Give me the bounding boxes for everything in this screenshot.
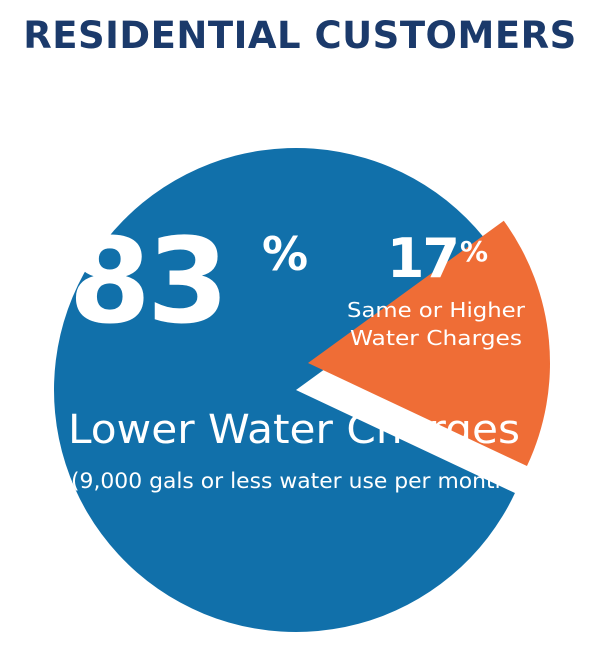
slice-higher-percent: 17 xyxy=(387,227,458,290)
slice-lower-note: (9,000 gals or less water use per month) xyxy=(71,469,517,493)
slice-lower-percent: 83 xyxy=(69,212,225,350)
slice-higher-percent-sign: % xyxy=(460,235,488,268)
slice-lower-label: Lower Water Charges xyxy=(68,407,520,453)
slice-higher-label-line1: Same or Higher xyxy=(347,298,526,322)
pie-slice-higher xyxy=(308,220,550,467)
slice-higher-label-line2: Water Charges xyxy=(350,326,522,350)
slice-lower-percent-sign: % xyxy=(262,227,308,281)
chart-title: RESIDENTIAL CUSTOMERS xyxy=(23,14,577,57)
pie-slice-lower xyxy=(53,147,515,632)
